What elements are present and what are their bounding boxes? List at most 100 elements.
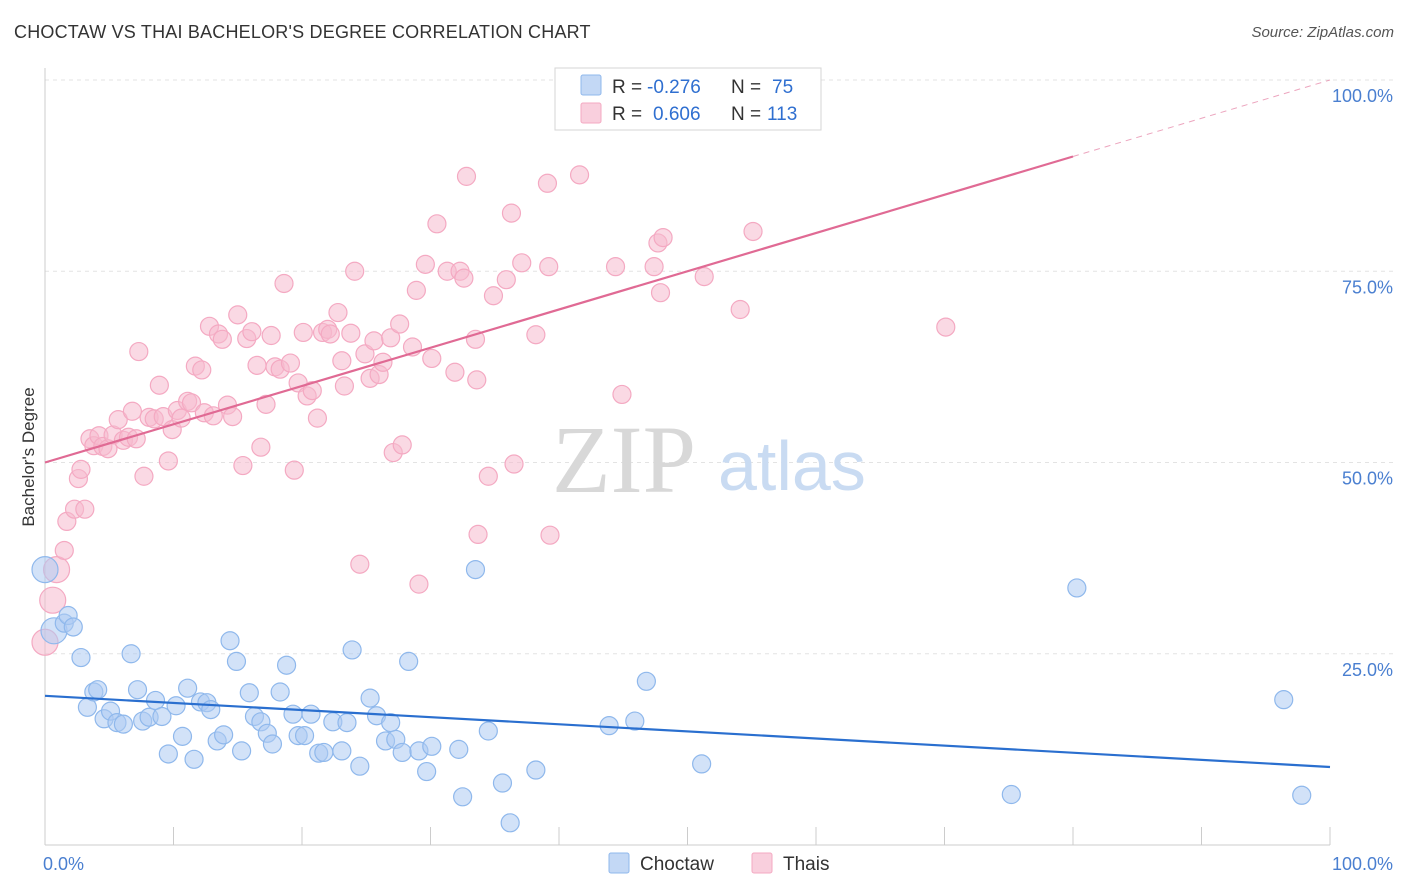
- thais-point: [364, 331, 384, 351]
- thais-point: [345, 261, 365, 281]
- thais-point: [644, 257, 664, 277]
- thais-point: [355, 344, 375, 364]
- watermark-zip: ZIP: [552, 406, 696, 513]
- choctaw-point: [1067, 578, 1087, 598]
- thais-point: [539, 257, 559, 277]
- thais-point: [512, 253, 532, 273]
- choctaw-point: [625, 711, 645, 731]
- thais-point: [307, 408, 328, 428]
- thais-point: [192, 360, 212, 380]
- choctaw-point: [350, 756, 370, 776]
- thais-trend-line-extension: [1072, 79, 1331, 157]
- thais-point: [129, 341, 149, 362]
- thais-point: [320, 324, 340, 344]
- bottom-legend-label-choctaw: Choctaw: [640, 854, 714, 875]
- choctaw-point: [492, 773, 513, 793]
- watermark: ZIP atlas: [552, 406, 866, 513]
- choctaw-point: [283, 704, 303, 724]
- choctaw-point: [158, 744, 178, 764]
- thais-point: [122, 401, 142, 421]
- y-tick-label: 75.0%: [1342, 277, 1393, 297]
- y-tick-label: 100.0%: [1332, 86, 1393, 106]
- choctaw-point: [636, 671, 656, 691]
- trend-lines: [44, 79, 1331, 769]
- thais-point: [242, 322, 262, 342]
- choctaw-point: [1001, 784, 1021, 805]
- choctaw-point: [301, 704, 321, 724]
- thais-point: [251, 437, 271, 457]
- legend-n-value-thais: 113: [767, 104, 797, 125]
- choctaw-point: [500, 813, 520, 833]
- thais-point: [350, 554, 370, 574]
- choctaw-point: [332, 741, 352, 761]
- thais-point: [390, 314, 410, 334]
- source-label: Source: ZipAtlas.com: [1251, 24, 1394, 41]
- choctaw-point: [270, 682, 290, 702]
- thais-point: [228, 305, 248, 325]
- thais-point: [274, 273, 294, 294]
- thais-point: [406, 280, 426, 300]
- thais-point: [233, 455, 253, 476]
- thais-point: [247, 355, 267, 375]
- choctaw-point: [342, 640, 362, 660]
- legend-r-value-thais: 0.606: [653, 104, 701, 125]
- thais-point: [39, 586, 67, 614]
- choctaw-point: [1292, 785, 1312, 805]
- thais-point: [334, 376, 355, 396]
- thais-point: [743, 221, 763, 242]
- thais-points: [31, 165, 956, 656]
- thais-point: [415, 254, 435, 274]
- choctaw-point: [113, 714, 133, 734]
- choctaw-point: [214, 725, 234, 745]
- thais-point: [261, 325, 281, 346]
- x-tick-label: 100.0%: [1332, 854, 1393, 874]
- y-tick-labels: 25.0% 50.0% 75.0% 100.0%: [1332, 86, 1393, 680]
- thais-point: [454, 268, 474, 288]
- choctaw-point: [152, 706, 172, 727]
- choctaw-point: [166, 696, 186, 716]
- bottom-legend-label-thais: Thais: [783, 854, 829, 875]
- x-tick-label: 0.0%: [43, 854, 84, 874]
- thais-point: [381, 328, 401, 348]
- thais-point: [936, 317, 956, 337]
- choctaw-point: [337, 712, 357, 733]
- thais-point: [158, 451, 178, 471]
- choctaw-point: [314, 742, 334, 763]
- correlation-legend: R = -0.276 N = 75 R = 0.606 N = 113: [554, 67, 822, 131]
- thais-point: [302, 380, 322, 401]
- choctaw-point: [294, 726, 315, 746]
- choctaw-trend-line: [44, 694, 1331, 769]
- thais-point: [537, 173, 558, 193]
- legend-r-label-choctaw: R =: [612, 77, 642, 98]
- choctaw-points: [31, 555, 1312, 833]
- thais-point: [605, 257, 626, 277]
- thais-point: [468, 524, 488, 545]
- choctaw-point: [262, 734, 283, 754]
- choctaw-point: [526, 760, 546, 780]
- thais-point: [445, 362, 465, 382]
- choctaw-point: [184, 749, 204, 769]
- choctaw-point: [145, 690, 166, 711]
- choctaw-point: [399, 651, 419, 672]
- choctaw-point: [417, 761, 437, 782]
- legend-r-label-thais: R =: [612, 104, 642, 125]
- thais-point: [612, 384, 632, 405]
- thais-point: [422, 348, 442, 369]
- thais-point: [496, 270, 516, 290]
- series-legend: Choctaw Thais: [608, 852, 829, 875]
- y-tick-label: 25.0%: [1342, 660, 1393, 680]
- choctaw-point: [121, 644, 141, 664]
- bottom-legend-swatch-choctaw: [608, 852, 630, 874]
- thais-point: [75, 499, 95, 519]
- thais-point: [328, 302, 348, 323]
- legend-n-value-choctaw: 75: [772, 77, 793, 98]
- thais-point: [392, 435, 412, 455]
- choctaw-point: [392, 742, 412, 763]
- thais-point: [71, 459, 91, 479]
- choctaw-point: [692, 754, 712, 774]
- thais-point: [467, 370, 487, 390]
- choctaw-point: [201, 699, 221, 720]
- thais-point: [293, 322, 313, 343]
- choctaw-point: [360, 688, 380, 708]
